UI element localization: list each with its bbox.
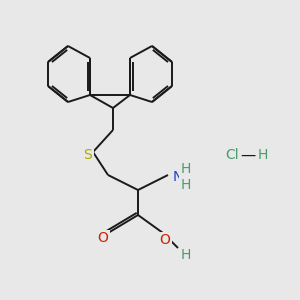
Text: O: O bbox=[98, 231, 108, 245]
Text: O: O bbox=[160, 233, 170, 247]
Text: H: H bbox=[181, 178, 191, 192]
Text: H: H bbox=[181, 162, 191, 176]
Text: H: H bbox=[181, 248, 191, 262]
Text: S: S bbox=[84, 148, 92, 162]
Text: N: N bbox=[173, 170, 183, 184]
Text: H: H bbox=[258, 148, 268, 162]
Text: —: — bbox=[240, 148, 256, 163]
Text: Cl: Cl bbox=[225, 148, 238, 162]
